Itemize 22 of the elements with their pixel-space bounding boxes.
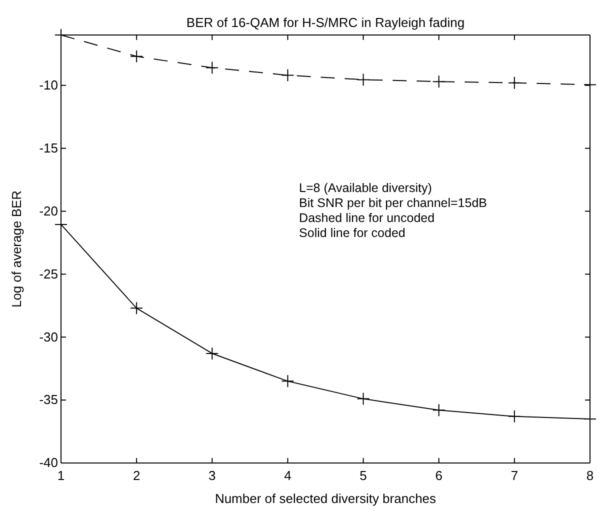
x-axis-title: Number of selected diversity branches xyxy=(214,491,437,506)
x-tick-label: 2 xyxy=(132,468,140,484)
x-tick-label: 7 xyxy=(510,468,518,484)
y-tick-label: -35 xyxy=(39,392,58,408)
y-tick-label: -15 xyxy=(39,140,58,156)
annotation: Bit SNR per bit per channel=15dB xyxy=(299,196,488,210)
x-tick-label: 4 xyxy=(284,468,292,484)
y-tick-label: -25 xyxy=(39,266,58,282)
annotation: Solid line for coded xyxy=(299,226,406,240)
chart-title: BER of 16-QAM for H-S/MRC in Rayleigh fading xyxy=(186,15,465,30)
x-tick-label: 6 xyxy=(435,468,442,484)
y-tick-label: -30 xyxy=(39,329,58,344)
y-axis-title: Log of average BER xyxy=(9,190,24,308)
x-tick-label: 1 xyxy=(57,468,65,484)
y-tick-label: -10 xyxy=(39,78,58,93)
y-tick-label: -20 xyxy=(39,203,58,218)
x-tick-label: 5 xyxy=(360,468,367,484)
x-tick-label: 8 xyxy=(586,468,594,484)
x-tick-label: 3 xyxy=(208,468,216,484)
y-tick-label: -40 xyxy=(39,455,58,470)
annotation: L=8 (Available diversity) xyxy=(299,181,432,195)
annotation: Dashed line for uncoded xyxy=(299,211,435,225)
